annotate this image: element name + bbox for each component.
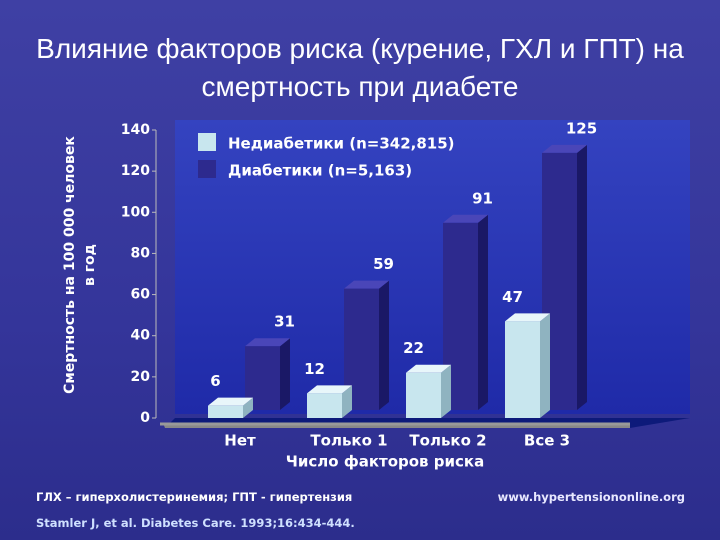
bar-top: [307, 385, 352, 394]
x-tick-label: Только 1: [310, 432, 387, 450]
value-label: 22: [403, 339, 424, 357]
chart-title: Влияние факторов риска (курение, ГХЛ и Г…: [36, 33, 684, 102]
value-label: 47: [502, 288, 523, 306]
bar-side: [280, 338, 290, 410]
bar-top: [443, 214, 488, 223]
bar-side: [379, 280, 389, 410]
legend-swatch: [198, 160, 216, 178]
legend-label: Недиабетики (n=342,815): [228, 135, 455, 153]
legend-swatch: [198, 133, 216, 151]
y-tick-label: 80: [131, 245, 151, 261]
y-tick-label: 0: [140, 410, 150, 426]
bar-top: [208, 397, 253, 406]
value-label: 12: [304, 360, 325, 378]
value-label: 6: [210, 372, 220, 390]
website: www.hypertensiononline.org: [497, 490, 685, 504]
bar-top: [542, 144, 587, 153]
y-tick-label: 120: [121, 163, 150, 179]
x-axis-label: Число факторов риска: [286, 453, 484, 471]
legend-label: Диабетики (n=5,163): [228, 162, 412, 180]
bar-side: [577, 144, 587, 410]
bar-top: [505, 313, 550, 322]
bar-side: [441, 364, 451, 418]
bar: [208, 405, 243, 418]
bar-side: [342, 385, 352, 418]
value-label: 31: [274, 313, 295, 331]
bar-side: [478, 214, 488, 410]
value-label: 91: [472, 189, 493, 207]
y-tick-label: 140: [121, 122, 150, 138]
value-label: 125: [566, 119, 597, 137]
bar-top: [245, 338, 290, 347]
bar-top: [406, 364, 451, 373]
bar: [406, 372, 441, 418]
bar: [505, 321, 540, 418]
bar-side: [243, 397, 253, 418]
x-tick-label: Только 2: [409, 432, 486, 450]
x-tick-label: Нет: [224, 432, 256, 450]
value-label: 59: [373, 255, 394, 273]
x-tick-label: Все 3: [524, 432, 570, 450]
y-tick-label: 100: [121, 204, 150, 220]
y-tick-label: 20: [131, 369, 151, 385]
y-tick-label: 60: [131, 287, 151, 303]
footnote: ГЛХ – гиперхолистеринемия; ГПТ - гиперте…: [36, 490, 353, 504]
bar: [307, 393, 342, 418]
y-tick-label: 40: [131, 328, 151, 344]
source: Stamler J, et al. Diabetes Care. 1993;16…: [36, 516, 355, 530]
y-axis-label: Смертность на 100 000 человек в год: [62, 136, 98, 394]
bar-side: [540, 313, 550, 418]
bar-top: [344, 280, 389, 289]
